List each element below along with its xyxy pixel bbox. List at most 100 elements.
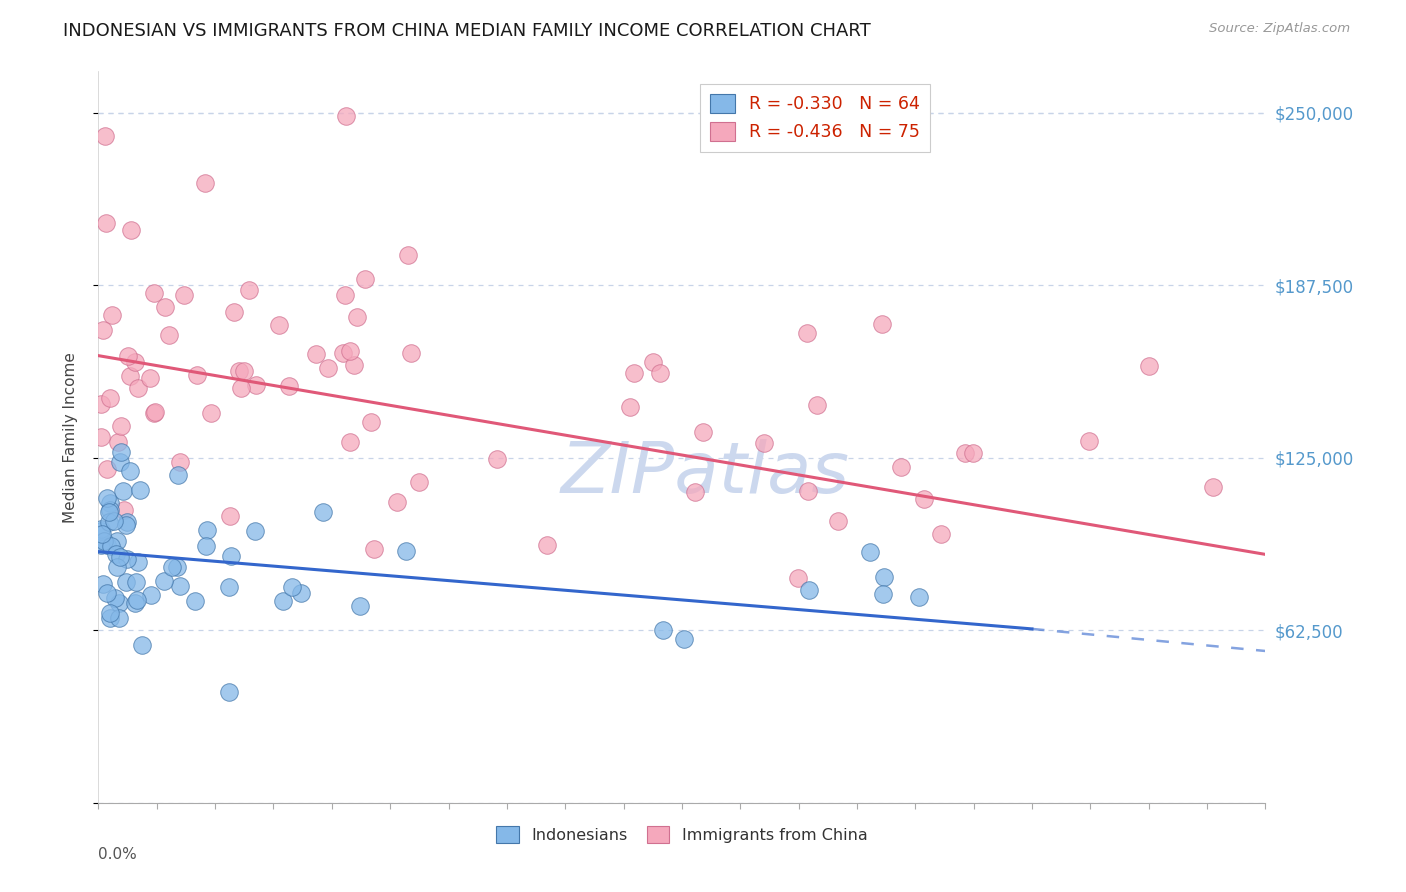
Point: [218, 685, 240, 699]
Point: [96, 462, 118, 476]
Point: [166, 467, 188, 482]
Point: [127, 593, 149, 607]
Point: [305, 347, 328, 361]
Point: [796, 326, 818, 341]
Text: ZIPatlas: ZIPatlas: [561, 439, 849, 508]
Point: [312, 505, 335, 519]
Text: INDONESIAN VS IMMIGRANTS FROM CHINA MEDIAN FAMILY INCOME CORRELATION CHART: INDONESIAN VS IMMIGRANTS FROM CHINA MEDI…: [63, 22, 872, 40]
Point: [399, 346, 422, 360]
Point: [104, 591, 127, 605]
Point: [277, 379, 299, 393]
Text: 0.0%: 0.0%: [98, 847, 138, 862]
Point: [103, 514, 125, 528]
Point: [138, 371, 160, 385]
Point: [349, 599, 371, 613]
Point: [197, 524, 219, 538]
Point: [96, 585, 118, 599]
Point: [1137, 359, 1160, 374]
Point: [752, 436, 775, 450]
Point: [912, 491, 935, 506]
Point: [339, 434, 361, 449]
Point: [115, 575, 138, 590]
Point: [343, 358, 366, 372]
Point: [98, 504, 121, 518]
Point: [890, 459, 912, 474]
Point: [339, 344, 361, 359]
Point: [650, 366, 672, 380]
Point: [100, 308, 122, 322]
Point: [110, 445, 132, 459]
Point: [94, 129, 117, 144]
Point: [408, 475, 430, 489]
Point: [335, 287, 357, 301]
Text: Source: ZipAtlas.com: Source: ZipAtlas.com: [1209, 22, 1350, 36]
Point: [267, 318, 290, 332]
Point: [117, 349, 139, 363]
Point: [619, 400, 641, 414]
Point: [118, 464, 141, 478]
Point: [787, 571, 810, 585]
Point: [363, 542, 385, 557]
Point: [112, 503, 135, 517]
Point: [1078, 434, 1101, 449]
Legend: Indonesians, Immigrants from China: Indonesians, Immigrants from China: [489, 820, 875, 850]
Point: [873, 570, 896, 584]
Point: [219, 509, 242, 524]
Point: [96, 491, 118, 505]
Point: [97, 516, 120, 530]
Point: [806, 398, 828, 412]
Point: [93, 533, 115, 548]
Point: [120, 222, 142, 236]
Point: [108, 455, 131, 469]
Point: [797, 483, 820, 498]
Point: [112, 484, 135, 499]
Point: [142, 285, 165, 300]
Point: [870, 317, 893, 331]
Point: [90, 397, 112, 411]
Point: [243, 524, 266, 538]
Point: [120, 369, 142, 384]
Point: [485, 451, 508, 466]
Point: [271, 594, 294, 608]
Point: [107, 610, 129, 624]
Point: [166, 560, 188, 574]
Point: [335, 109, 357, 123]
Point: [90, 522, 112, 536]
Point: [194, 177, 217, 191]
Point: [90, 430, 112, 444]
Point: [90, 524, 112, 539]
Point: [290, 585, 312, 599]
Point: [107, 435, 129, 450]
Point: [96, 538, 118, 552]
Point: [929, 526, 952, 541]
Y-axis label: Median Family Income: Median Family Income: [63, 351, 77, 523]
Point: [238, 283, 260, 297]
Point: [186, 368, 208, 383]
Point: [90, 527, 112, 541]
Point: [100, 607, 122, 621]
Point: [228, 364, 250, 378]
Point: [858, 545, 880, 559]
Point: [100, 539, 122, 553]
Point: [395, 543, 418, 558]
Point: [127, 555, 149, 569]
Point: [218, 580, 240, 594]
Point: [115, 516, 138, 530]
Point: [128, 483, 150, 497]
Point: [536, 538, 558, 552]
Point: [872, 587, 894, 601]
Point: [108, 550, 131, 565]
Point: [799, 583, 821, 598]
Point: [169, 579, 191, 593]
Point: [124, 355, 146, 369]
Point: [672, 632, 695, 647]
Point: [100, 496, 122, 510]
Point: [169, 454, 191, 468]
Point: [143, 406, 166, 420]
Point: [157, 328, 180, 343]
Point: [115, 552, 138, 566]
Point: [91, 323, 114, 337]
Point: [184, 594, 207, 608]
Point: [98, 503, 121, 517]
Point: [651, 623, 673, 637]
